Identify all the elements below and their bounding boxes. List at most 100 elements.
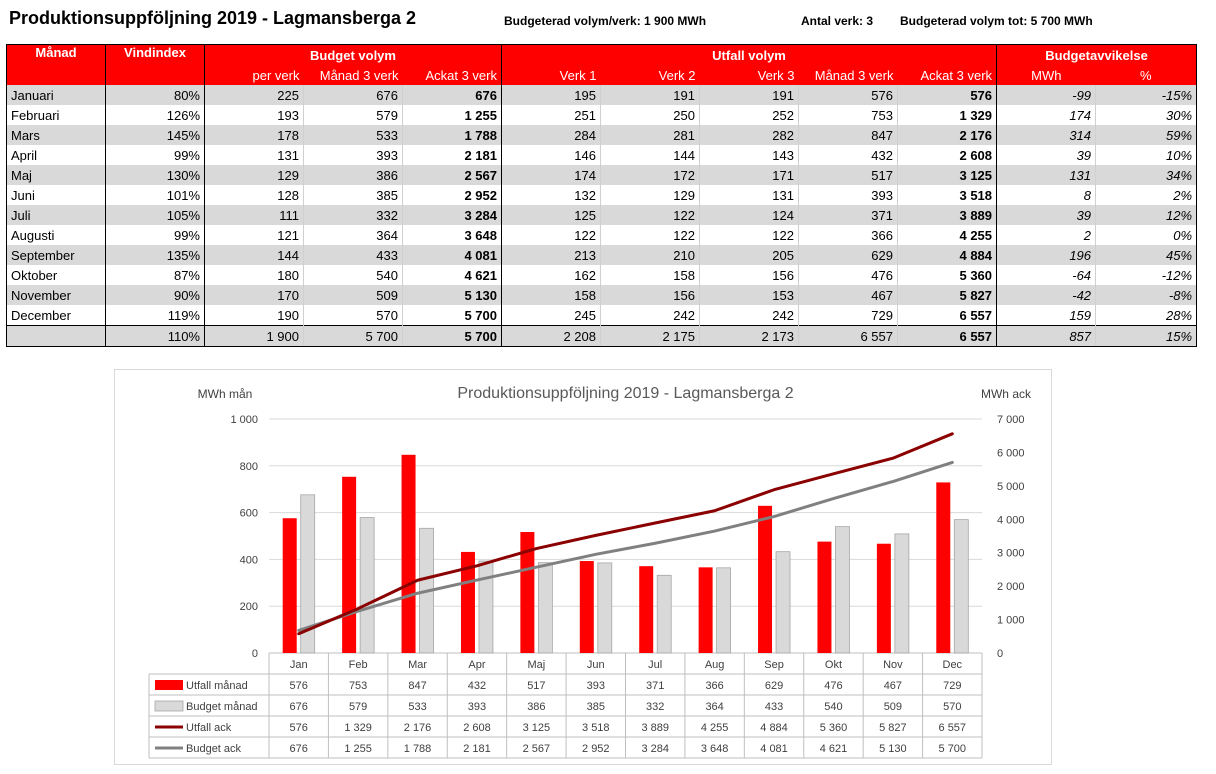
bar-utfall-manad: [698, 567, 713, 653]
table-cell: 172: [600, 165, 700, 185]
x-tick-label: Jan: [290, 659, 308, 671]
table-cell: 191: [699, 85, 799, 105]
bar-budget-manad: [716, 567, 732, 654]
table-cell: 158: [501, 285, 601, 305]
table-cell: 171: [699, 165, 799, 185]
table-cell: 242: [699, 305, 799, 326]
bar-utfall-manad: [817, 541, 832, 653]
bar-utfall-manad: [579, 561, 594, 653]
table-cell: 195: [501, 85, 601, 105]
table-cell: 121: [204, 225, 304, 245]
table-cell: 6 557: [896, 325, 997, 347]
bar-budget-manad: [597, 562, 613, 654]
table-cell: 2 181: [402, 145, 502, 165]
table-cell: 174: [501, 165, 601, 185]
table-cell: 1 329: [896, 105, 997, 125]
bar-budget-manad: [359, 517, 375, 654]
table-cell: 129: [600, 185, 700, 205]
table-cell: April: [6, 145, 106, 165]
table-cell: [6, 325, 106, 347]
data-table-value: 3 518: [582, 722, 610, 734]
data-table-value: 570: [943, 701, 961, 713]
x-tick-label: Maj: [528, 659, 546, 671]
table-cell: December: [6, 305, 106, 326]
data-table-value: 3 889: [641, 722, 669, 734]
table-cell: 5 130: [402, 285, 502, 305]
table-cell: 144: [204, 245, 304, 265]
subheader-mwh: MWh: [996, 65, 1096, 85]
table-row: November 90% 170 509 5 130 158 156 153 467 5 827-…: [6, 285, 1197, 305]
data-table-value: 364: [705, 701, 723, 713]
table-cell: 124: [699, 205, 799, 225]
table-row: Januari 80% 225 676 676 195 191 191 576 576 -99 -15…: [6, 85, 1197, 105]
table-cell: 847: [798, 125, 898, 145]
table-cell: 30%: [1095, 105, 1197, 125]
table-row: Juli 105% 111 332 3 284 125 122 124 371 3 889 39 12…: [6, 205, 1197, 225]
data-table-value: 1 788: [404, 743, 432, 755]
table-cell: 170: [204, 285, 304, 305]
bar-budget-manad: [537, 562, 553, 654]
table-cell: 191: [600, 85, 700, 105]
data-table-value: 6 557: [939, 722, 967, 734]
data-table-value: 533: [408, 701, 426, 713]
table-cell: 34%: [1095, 165, 1197, 185]
y-tick-label: 600: [240, 508, 258, 520]
table-header: Månad Vindindex Budget volym Utfall voly…: [6, 44, 1197, 85]
table-cell: 143: [699, 145, 799, 165]
table-cell: 753: [798, 105, 898, 125]
data-table-value: 5 130: [879, 743, 907, 755]
header-utfall-volym: Utfall volym: [500, 44, 997, 65]
x-tick-label: Okt: [825, 659, 842, 671]
table-cell: -42: [996, 285, 1096, 305]
table-row: Mars 145% 178 533 1 788 284 281 282 847 2 176 314 5…: [6, 125, 1197, 145]
table-cell: 0%: [1095, 225, 1197, 245]
table-cell: 205: [699, 245, 799, 265]
table-cell: 366: [798, 225, 898, 245]
data-table-value: 371: [646, 680, 664, 692]
table-cell: 2 173: [699, 325, 799, 347]
y-tick-label: 0: [252, 648, 258, 660]
table-cell: 284: [501, 125, 601, 145]
table-cell: 213: [501, 245, 601, 265]
bar-budget-manad: [300, 494, 316, 654]
table-cell: 128: [204, 185, 304, 205]
table-cell: 2 176: [896, 125, 997, 145]
table-cell: Oktober: [6, 265, 106, 285]
bar-utfall-manad: [876, 543, 891, 653]
table-row: December 119% 190 570 5 700 245 242 242 729 6 557…: [6, 305, 1197, 326]
line-utfall-ack: [297, 432, 954, 636]
bar-utfall-manad: [520, 532, 535, 653]
table-cell: 146: [501, 145, 601, 165]
line-budget-ack: [297, 460, 954, 632]
y2-tick-label: 3 000: [997, 548, 1025, 560]
table-cell: Augusti: [6, 225, 106, 245]
table-cell: 393: [303, 145, 403, 165]
table-cell: 242: [600, 305, 700, 326]
table-cell: Maj: [6, 165, 106, 185]
table-cell: 576: [798, 85, 898, 105]
y-tick-label: 800: [240, 461, 258, 473]
y2-tick-label: 1 000: [997, 615, 1025, 627]
table-cell: 45%: [1095, 245, 1197, 265]
table-cell: 101%: [105, 185, 205, 205]
table-cell: 467: [798, 285, 898, 305]
table-cell: 125: [501, 205, 601, 225]
table-cell: -12%: [1095, 265, 1197, 285]
subheader-budget-ackat: Ackat 3 verk: [402, 65, 502, 85]
table-cell: 135%: [105, 245, 205, 265]
table-cell: 533: [303, 125, 403, 145]
table-cell: 2 952: [402, 185, 502, 205]
y2-tick-label: 2 000: [997, 581, 1025, 593]
data-table-value: 576: [290, 722, 308, 734]
table-cell: 119%: [105, 305, 205, 326]
table-cell: 1 788: [402, 125, 502, 145]
data-table-value: 4 081: [760, 743, 788, 755]
table-cell: 5 827: [896, 285, 997, 305]
table-cell: 99%: [105, 225, 205, 245]
table-cell: 99%: [105, 145, 205, 165]
data-table-value: 2 567: [523, 743, 551, 755]
data-table-value: 4 255: [701, 722, 729, 734]
y-tick-label: 200: [240, 601, 258, 613]
subheader-utfall-ackat: Ackat 3 verk: [897, 65, 997, 85]
table-cell: 210: [600, 245, 700, 265]
